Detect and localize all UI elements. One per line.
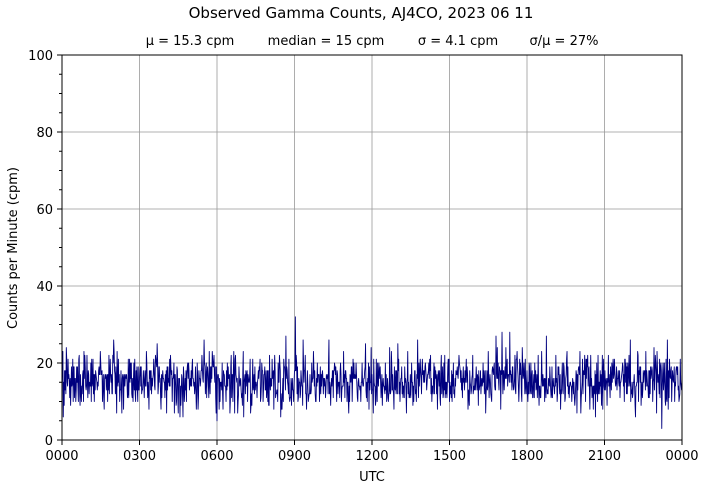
series-group xyxy=(61,316,683,429)
x-tick-label-8: 0000 xyxy=(665,449,698,464)
y-tick-label-3: 60 xyxy=(36,203,53,218)
stat-item-2: σ = 4.1 cpm xyxy=(418,34,498,49)
y-axis: 0 20 40 60 80 100 xyxy=(28,49,62,449)
y-tick-label-5: 100 xyxy=(28,49,53,64)
y-axis-label: Counts per Minute (cpm) xyxy=(6,167,21,329)
y-tick-label-2: 40 xyxy=(36,280,53,295)
x-tick-label-1: 0300 xyxy=(123,449,156,464)
x-axis-label: UTC xyxy=(359,470,385,485)
x-tick-label-0: 0000 xyxy=(45,449,78,464)
y-tick-label-0: 0 xyxy=(45,434,53,449)
x-tick-label-7: 2100 xyxy=(588,449,621,464)
series-line-0 xyxy=(61,316,683,429)
stat-item-0: μ = 15.3 cpm xyxy=(146,34,235,49)
stat-item-3: σ/μ = 27% xyxy=(530,34,599,49)
x-tick-label-4: 1200 xyxy=(355,449,388,464)
y-tick-label-4: 80 xyxy=(36,126,53,141)
y-tick-label-1: 20 xyxy=(36,357,53,372)
x-tick-label-5: 1500 xyxy=(433,449,466,464)
chart-title: Observed Gamma Counts, AJ4CO, 2023 06 11 xyxy=(189,4,534,22)
x-axis: 0000 0300 0600 0900 1200 1500 1800 2100 0000 xyxy=(45,440,699,464)
x-tick-label-6: 1800 xyxy=(510,449,543,464)
stats-line: μ = 15.3 cpm median = 15 cpm σ = 4.1 cpm σ/… xyxy=(146,34,599,49)
grid-lines xyxy=(61,54,683,441)
x-tick-label-2: 0600 xyxy=(200,449,233,464)
stat-item-1: median = 15 cpm xyxy=(268,34,385,49)
x-tick-label-3: 0900 xyxy=(278,449,311,464)
